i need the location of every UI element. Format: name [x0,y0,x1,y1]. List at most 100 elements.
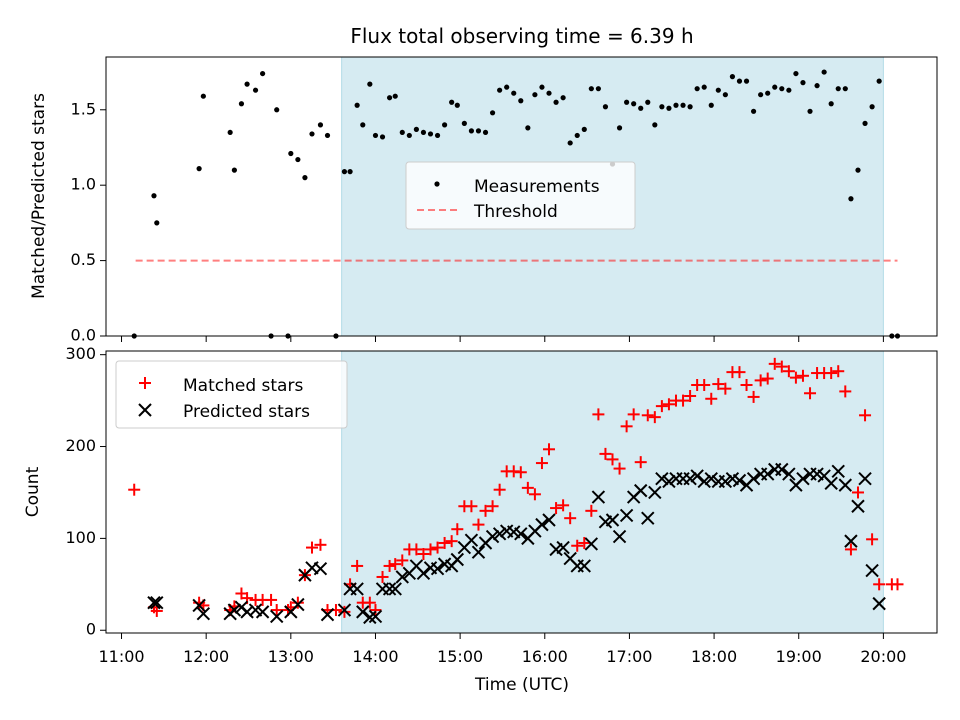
matched-star-point [754,374,767,387]
matched-star-point [543,443,556,456]
measurement-point [828,101,834,107]
ratio-y-tick-label: 1.5 [71,99,96,118]
matched-star-point [789,371,802,384]
measurement-point [252,87,259,93]
matched-star-point [804,387,817,400]
predicted-star-point [320,607,335,622]
measurement-point [574,132,580,139]
legend-measurements-label: Measurements [474,177,600,197]
count-y-axis: 0 100 200 300 [65,344,106,639]
measurement-point [659,104,665,110]
predicted-star-point [831,464,845,479]
measurement-point [504,84,510,90]
matched-star-point [338,605,351,618]
count-y-tick-label: 200 [65,436,96,455]
matched-star-point [493,483,506,496]
predicted-star-point [542,513,556,527]
predicted-star-point [450,552,465,567]
measurement-point [876,78,882,84]
measurement-point [354,102,360,108]
matched-star-point [564,512,577,525]
legend-predicted-marker [138,403,152,417]
measurement-point [518,98,524,104]
matched-star-point [431,541,444,554]
matched-star-point [486,500,499,513]
measurement-point [154,220,160,226]
measurement-point [420,129,427,136]
measurement-point [750,108,757,114]
predicted-star-point [662,474,676,489]
count-panel-shade [341,350,884,634]
matched-star-point [775,360,788,373]
measurement-point [835,86,841,92]
predicted-star-point [196,607,211,621]
measurement-point [427,131,434,137]
matched-star-point [641,409,654,422]
matched-star-point [740,378,753,391]
predicted-star-point [851,499,865,513]
predicted-star-point [388,582,402,596]
predicted-star-point [619,508,634,523]
measurement-point [821,69,827,75]
measurement-point [497,87,503,93]
matched-star-point [684,390,697,403]
measurement-point [295,156,301,163]
measurement-point [814,83,820,89]
matched-star-point [634,456,647,469]
measurement-point [553,99,559,105]
measurement-point [386,95,393,101]
ratio-legend: Measurements Threshold [405,161,636,230]
predicted-star-point [430,561,445,576]
predicted-star-point [690,469,704,483]
predicted-star-point [350,582,364,596]
matched-star-point [578,536,591,549]
matched-star-point [521,481,534,494]
predicted-star-point [291,597,305,612]
measurement-point [786,87,792,93]
measurement-point [701,84,707,90]
measurement-point [525,125,531,131]
measurement-point [624,99,630,105]
matched-star-point [891,578,904,591]
matched-star-point [557,499,570,512]
matched-star-point [465,500,478,513]
count-x-tick-label: 18:00 [691,647,737,666]
measurement-point [800,80,806,86]
predicted-star-point [514,527,528,541]
matched-star-point [383,559,396,572]
measurement-point [560,95,566,101]
measurement-point [196,166,202,172]
measurement-point [532,92,538,98]
matched-star-point [291,596,304,609]
measurement-point [694,86,700,92]
predicted-star-point [363,610,377,625]
matched-star-point [445,535,458,548]
predicted-star-point [147,595,161,610]
measurement-point [687,104,693,110]
measurement-point [238,101,245,107]
measurement-point [413,126,419,132]
measurement-point [772,84,778,90]
ratio-panel-frame [105,56,938,337]
predicted-star-point [535,517,549,532]
matched-star-point [698,378,711,391]
measurement-point [765,90,771,96]
predicted-star-point [746,471,761,486]
matched-star-point [839,385,852,398]
measurement-point [302,175,308,181]
count-y-tick-label: 300 [65,344,96,363]
count-legend-box [115,360,348,429]
ratio-y-axis: 0.0 0.5 1.0 1.5 [71,99,106,345]
matched-star-point [648,411,661,424]
matched-star-point [265,593,278,606]
ratio-panel: 0.0 0.5 1.0 1.5 Matched/Predicted stars Mea… [29,56,938,345]
measurement-point [581,126,587,132]
measurement-point [680,102,686,108]
measurement-point [715,87,721,93]
measurement-point [434,132,441,139]
matched-star-point [438,536,451,549]
matched-star-point [705,392,718,405]
measurement-point [324,132,331,139]
predicted-star-point [584,537,599,551]
